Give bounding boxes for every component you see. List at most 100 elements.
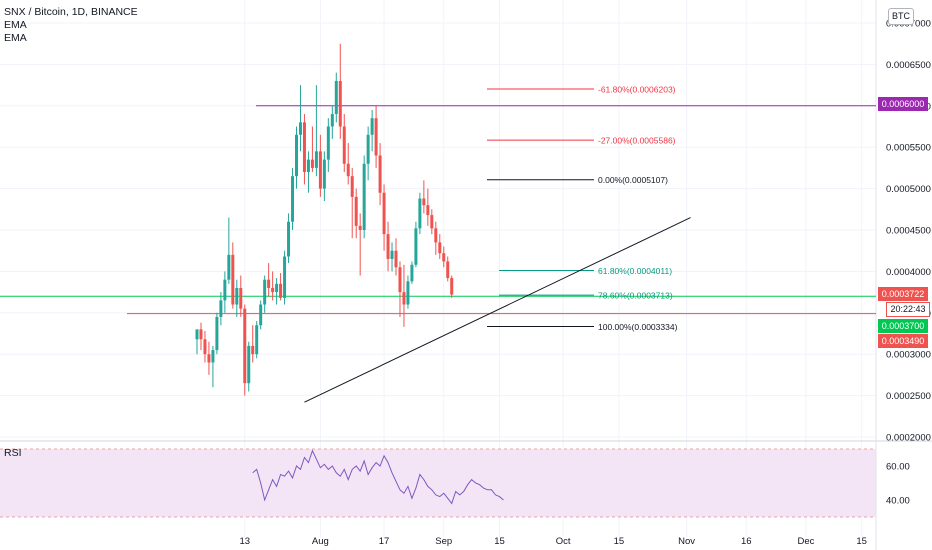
- rsi-tick-label: 40.00: [886, 496, 910, 507]
- candle-body: [235, 287, 239, 305]
- candle-body: [418, 198, 422, 229]
- candle-body: [291, 176, 295, 222]
- candle-body: [239, 287, 243, 309]
- candle-body: [386, 234, 390, 259]
- candle-body: [354, 196, 358, 226]
- candle-body: [279, 283, 283, 298]
- time-tick-label: 13: [239, 536, 250, 547]
- candle-body: [283, 256, 287, 298]
- price-tick-label: 0.0004000: [886, 267, 931, 278]
- price-tick-label: 0.0005000: [886, 184, 931, 195]
- candle-body: [267, 279, 271, 288]
- price-tick-label: 0.0002000: [886, 433, 931, 444]
- candle-body: [287, 221, 291, 257]
- candle-body: [446, 261, 450, 279]
- time-tick-label: 15: [856, 536, 867, 547]
- candle-body: [259, 304, 263, 326]
- candle-body: [402, 292, 406, 305]
- candle-body: [227, 254, 231, 280]
- fib-level-label: 78.60%(0.0003713): [598, 291, 673, 301]
- fib-level-label: 61.80%(0.0004011): [598, 266, 672, 276]
- candle-body: [322, 159, 326, 189]
- time-tick-label: Dec: [797, 536, 814, 547]
- candle-body: [275, 283, 279, 293]
- candle-body: [370, 118, 374, 135]
- time-tick-label: 15: [614, 536, 625, 547]
- candle-body: [298, 122, 302, 135]
- candle-body: [231, 254, 235, 305]
- time-tick-label: 15: [494, 536, 505, 547]
- price-tick-label: 0.0003000: [886, 350, 931, 361]
- ema-indicator-1[interactable]: EMA: [4, 19, 27, 31]
- price-tag-resistance: 0.0006000: [878, 97, 928, 111]
- time-tick-label: Sep: [435, 536, 452, 547]
- candle-body: [215, 316, 219, 351]
- candle-body: [310, 159, 314, 168]
- fib-level-label: -27.00%(0.0005586): [598, 136, 676, 146]
- ema-indicator-2[interactable]: EMA: [4, 32, 27, 44]
- candle-body: [438, 242, 442, 254]
- candle-body: [219, 300, 223, 317]
- time-tick-label: Aug: [312, 536, 329, 547]
- rsi-band: [0, 449, 876, 517]
- candle-body: [255, 325, 259, 355]
- candle-body: [334, 80, 338, 115]
- candle-body: [223, 279, 227, 301]
- candle-body: [271, 287, 275, 293]
- candle-body: [434, 228, 438, 243]
- candle-body: [195, 329, 199, 340]
- candle-body: [350, 176, 354, 197]
- candle-body: [378, 155, 382, 193]
- candle-body: [426, 205, 430, 216]
- rsi-line: [252, 449, 504, 505]
- candle-body: [251, 345, 255, 355]
- candle-body: [394, 250, 398, 268]
- candle-body: [314, 151, 318, 168]
- grid: [0, 0, 876, 537]
- candle-body: [406, 281, 410, 305]
- currency-badge[interactable]: BTC: [888, 8, 914, 25]
- candle-body: [398, 267, 402, 293]
- fib-level-label: 0.00%(0.0005107): [598, 175, 668, 185]
- candle-body: [342, 126, 346, 164]
- trendline: [304, 217, 691, 403]
- trendline-group: [304, 217, 691, 403]
- candle-body: [422, 198, 426, 206]
- candle-body: [295, 134, 298, 177]
- price-tick-label: 0.0002500: [886, 391, 931, 402]
- candle-body: [203, 339, 207, 355]
- price-tick-label: 0.0005500: [886, 143, 931, 154]
- candle-body: [326, 126, 330, 160]
- price-tag-last: 0.0003722: [878, 287, 928, 301]
- candle-body: [430, 215, 434, 229]
- candle-body: [442, 253, 446, 262]
- candle-body: [338, 80, 342, 127]
- time-tick-label: Oct: [556, 536, 571, 547]
- candle-body: [247, 345, 251, 384]
- rsi-tick-label: 60.00: [886, 462, 910, 473]
- candle-body: [306, 159, 310, 173]
- rsi-label[interactable]: RSI: [4, 447, 22, 459]
- candle-body: [318, 151, 322, 189]
- candle-body: [207, 354, 211, 363]
- candle-body: [362, 163, 366, 230]
- time-tick-label: 17: [379, 536, 390, 547]
- symbol-title[interactable]: SNX / Bitcoin, 1D, BINANCE: [4, 6, 138, 18]
- candle-body: [390, 250, 394, 259]
- fib-extension: -61.80%(0.0006203) -27.00%(0.0005586) 0.00…: [487, 84, 678, 332]
- candle-body: [410, 264, 414, 282]
- candle-body: [263, 279, 267, 305]
- candle-body: [358, 225, 362, 230]
- time-tick-label: 16: [741, 536, 752, 547]
- price-tick-label: 0.0006500: [886, 60, 931, 71]
- time-axis[interactable]: 13 Aug 17 Sep 15 Oct 15 Nov 16 Dec 15: [239, 536, 866, 547]
- candle-body: [243, 308, 247, 384]
- time-tick-label: Nov: [678, 536, 695, 547]
- candle-body: [366, 134, 370, 164]
- candle-body: [382, 192, 386, 235]
- candle-body: [450, 278, 454, 295]
- candle-body: [199, 329, 203, 340]
- candle-body: [414, 228, 418, 265]
- candle-body: [374, 118, 378, 156]
